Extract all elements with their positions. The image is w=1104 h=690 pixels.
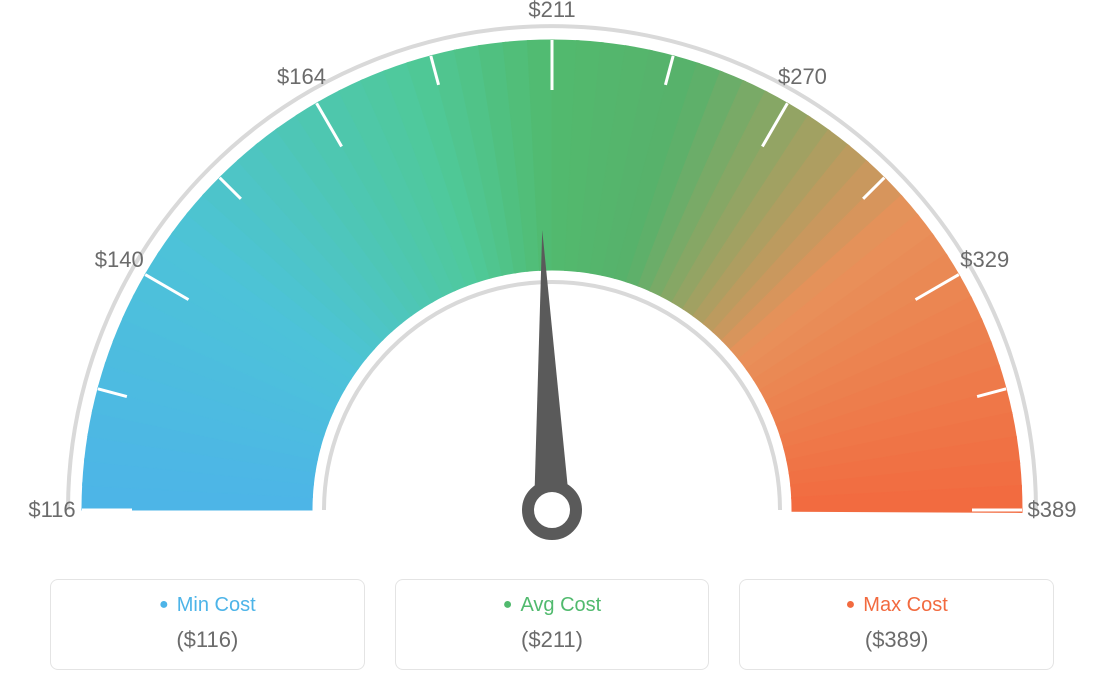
legend-card-min: Min Cost ($116) [50, 579, 365, 670]
gauge-tick-label: $329 [960, 247, 1009, 273]
legend-card-max: Max Cost ($389) [739, 579, 1054, 670]
gauge-tick-label: $270 [778, 64, 827, 90]
gauge-tick-label: $211 [528, 0, 575, 23]
gauge-chart: $116 $140 $164 $211 $270 $329 $389 [0, 0, 1104, 560]
gauge-tick-label: $140 [95, 247, 144, 273]
legend-min-value: ($116) [61, 627, 354, 653]
legend-card-avg: Avg Cost ($211) [395, 579, 710, 670]
legend-max-label: Max Cost [750, 594, 1043, 617]
legend-max-value: ($389) [750, 627, 1043, 653]
cost-gauge-infographic: $116 $140 $164 $211 $270 $329 $389 Min Cost ($… [0, 0, 1104, 690]
legend-avg-label: Avg Cost [406, 594, 699, 617]
gauge-tick-label: $389 [1028, 497, 1077, 523]
legend-min-label: Min Cost [61, 594, 354, 617]
gauge-tick-label: $164 [277, 64, 326, 90]
gauge-svg [0, 0, 1104, 560]
legend-avg-value: ($211) [406, 627, 699, 653]
gauge-tick-label: $116 [28, 497, 75, 523]
legend-row: Min Cost ($116) Avg Cost ($211) Max Cost… [50, 579, 1054, 670]
